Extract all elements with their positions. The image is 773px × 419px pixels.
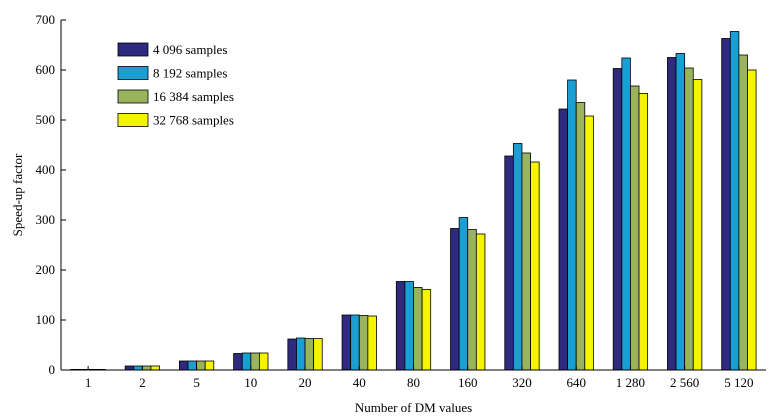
- legend: 4 096 samples 8 192 samples 16 384 samples…: [117, 42, 234, 128]
- x-tick-label: 10: [244, 375, 257, 390]
- legend-label: 16 384 samples: [153, 89, 234, 104]
- bar: [358, 315, 369, 371]
- bar: [567, 79, 577, 371]
- bar: [630, 85, 640, 371]
- bar: [638, 93, 649, 371]
- y-tick-label: 0: [49, 362, 56, 377]
- bar: [612, 68, 623, 371]
- x-tick-label: 1: [85, 375, 92, 390]
- x-tick-label: 20: [299, 375, 312, 390]
- bar: [296, 337, 306, 371]
- bar: [313, 338, 323, 371]
- bar: [458, 217, 469, 371]
- bar: [450, 228, 460, 371]
- bar: [521, 152, 531, 371]
- bar: [692, 79, 703, 371]
- bar: [584, 115, 594, 371]
- bar: [621, 57, 631, 371]
- bar: [367, 315, 377, 371]
- bar: [141, 365, 152, 371]
- x-tick-label: 160: [458, 375, 478, 390]
- y-tick-label: 200: [36, 262, 56, 277]
- bar: [204, 360, 215, 371]
- bar: [250, 352, 260, 371]
- bar: [395, 281, 406, 371]
- x-tick-label: 2 560: [670, 375, 699, 390]
- x-tick-label: 80: [407, 375, 420, 390]
- y-tick-label: 700: [36, 12, 56, 27]
- bar: [475, 233, 486, 371]
- legend-swatch: [117, 89, 149, 104]
- x-tick-label: 2: [139, 375, 146, 390]
- bar: [259, 352, 269, 371]
- x-tick-label: 1 280: [616, 375, 645, 390]
- bar: [675, 53, 686, 371]
- legend-label: 4 096 samples: [153, 42, 227, 57]
- y-tick-label: 300: [36, 212, 56, 227]
- y-tick-label: 500: [36, 112, 56, 127]
- legend-swatch: [117, 42, 149, 57]
- bar: [150, 365, 160, 371]
- x-tick-label: 640: [566, 375, 586, 390]
- bar: [233, 353, 243, 371]
- bar: [558, 108, 568, 371]
- legend-swatch: [117, 113, 149, 127]
- x-tick-label: 320: [512, 375, 532, 390]
- bar: [721, 38, 731, 371]
- x-tick-label: 40: [353, 375, 366, 390]
- bar: [467, 229, 477, 371]
- bar: [187, 360, 197, 371]
- bar: [421, 289, 432, 371]
- bar: [241, 352, 252, 371]
- bar: [196, 360, 206, 371]
- x-ticks: 1 2 5 10 20 40 80 160 320 640 1 280 2 560 5 120: [85, 366, 754, 390]
- bar: [124, 365, 135, 371]
- bar: [512, 143, 523, 371]
- x-tick-label: 5 120: [724, 375, 753, 390]
- y-tick-label: 400: [36, 162, 56, 177]
- y-tick-label: 100: [36, 312, 56, 327]
- legend-swatch: [117, 66, 149, 80]
- bar: [504, 155, 514, 371]
- y-axis-title: Speed-up factor: [10, 153, 25, 236]
- bar: [575, 102, 586, 371]
- bar: [738, 54, 748, 371]
- legend-label: 8 192 samples: [153, 66, 227, 81]
- bar: [530, 161, 540, 371]
- y-tick-label: 600: [36, 62, 56, 77]
- bar: [341, 314, 352, 371]
- bar: [287, 338, 297, 371]
- bar: [178, 360, 189, 371]
- bar: [133, 365, 143, 371]
- y-ticks: 0 100 200 300 400 500 600 700: [36, 12, 66, 377]
- bar: [747, 69, 757, 371]
- bar: [404, 281, 414, 371]
- bars-layer: [70, 31, 757, 371]
- x-tick-label: 5: [193, 375, 200, 390]
- x-axis-title: Number of DM values: [355, 400, 472, 415]
- bar: [684, 67, 694, 371]
- bar: [413, 287, 423, 371]
- bar: [667, 57, 677, 371]
- bar: [729, 31, 740, 371]
- bar: [304, 338, 315, 371]
- bar: [350, 314, 360, 371]
- legend-label: 32 768 samples: [153, 113, 234, 128]
